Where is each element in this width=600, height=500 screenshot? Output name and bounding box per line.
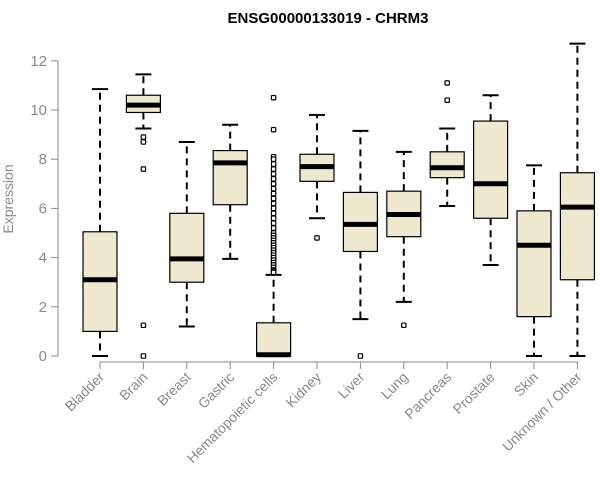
- outlier-point: [270, 171, 277, 177]
- y-tick-label: 6: [39, 200, 47, 217]
- outlier-point: [270, 156, 277, 163]
- box-breast: [169, 140, 205, 328]
- outlier-point: [270, 269, 277, 276]
- outlier-point: [401, 322, 407, 329]
- x-tick-label: Prostate: [450, 369, 498, 417]
- box-pancreas: [429, 80, 465, 207]
- outlier-point: [270, 225, 277, 231]
- outlier-point: [140, 322, 147, 329]
- outlier-point: [270, 126, 277, 133]
- y-tick-label: 0: [39, 348, 47, 365]
- outlier-point: [140, 139, 147, 145]
- iqr-box: [429, 151, 465, 179]
- box-liver: [342, 129, 378, 359]
- x-tick-label: Kidney: [283, 369, 325, 411]
- outlier-point: [140, 134, 147, 140]
- box-bladder: [82, 88, 118, 357]
- box-hematopoietic-cells: [256, 94, 292, 358]
- outlier-point: [270, 185, 277, 192]
- outlier-point: [357, 353, 364, 359]
- iqr-box: [212, 149, 248, 206]
- outlier-point: [270, 220, 277, 226]
- outlier-point: [444, 80, 451, 86]
- outlier-point: [140, 166, 147, 172]
- x-tick-label: Gastric: [195, 369, 238, 412]
- axes: 0 2 4 6 8 10 12: [30, 53, 578, 369]
- outlier-point: [270, 176, 277, 182]
- x-tick-label: Breast: [154, 369, 194, 409]
- x-tick-label: Liver: [335, 369, 368, 402]
- outlier-point: [140, 353, 147, 359]
- x-tick-label: Lung: [378, 369, 411, 402]
- box-skin: [516, 164, 552, 357]
- box-prostate: [473, 94, 509, 266]
- box-lung: [386, 150, 422, 329]
- outlier-point: [270, 181, 277, 187]
- box-brain: [125, 73, 162, 359]
- iqr-box: [516, 210, 552, 318]
- y-tick-label: 2: [39, 299, 47, 316]
- y-tick-label: 4: [39, 250, 47, 267]
- x-tick-label: Brain: [116, 369, 150, 403]
- outlier-point: [270, 210, 277, 217]
- y-tick-label: 8: [39, 151, 47, 168]
- outlier-point: [270, 94, 277, 101]
- x-tick-label: Pancreas: [401, 369, 454, 422]
- y-tick-label: 12: [30, 53, 47, 70]
- iqr-box: [256, 322, 292, 357]
- boxes: [82, 42, 596, 359]
- box-unknown-other: [559, 42, 596, 357]
- box-kidney: [299, 113, 335, 241]
- outlier-point: [314, 235, 320, 241]
- iqr-box: [169, 212, 205, 283]
- outlier-point: [270, 195, 277, 202]
- x-tick-label: Bladder: [62, 369, 108, 415]
- outlier-point: [270, 200, 277, 207]
- outlier-point: [270, 215, 277, 222]
- outlier-point: [270, 161, 277, 167]
- outlier-point: [270, 190, 277, 197]
- outlier-point: [444, 97, 451, 103]
- x-tick-label: Unknown / Other: [499, 369, 585, 455]
- iqr-box: [473, 120, 509, 219]
- iqr-box: [559, 172, 596, 281]
- box-gastric: [212, 123, 248, 260]
- x-tick-label: Skin: [511, 369, 542, 400]
- chart-title: ENSG00000133019 - CHRM3: [228, 10, 429, 27]
- y-tick-label: 10: [30, 102, 47, 119]
- outlier-point: [270, 166, 277, 172]
- y-axis-label: Expression: [0, 164, 16, 233]
- outlier-point: [270, 205, 277, 212]
